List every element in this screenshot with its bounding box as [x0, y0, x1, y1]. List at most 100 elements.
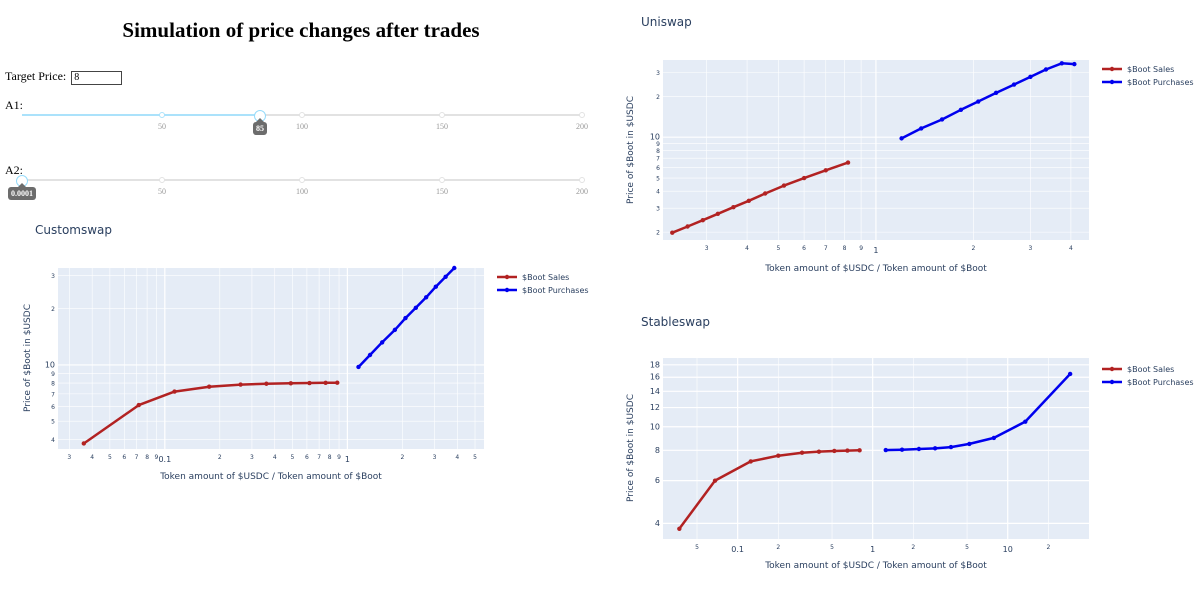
data-point[interactable]	[832, 448, 837, 454]
legend-label[interactable]: $Boot Purchases	[522, 286, 589, 295]
data-point[interactable]	[948, 444, 954, 450]
data-point[interactable]	[916, 446, 922, 452]
legend-label[interactable]: $Boot Purchases	[1127, 378, 1194, 387]
data-point[interactable]	[335, 380, 340, 385]
legend-marker[interactable]	[504, 274, 510, 280]
data-point[interactable]	[392, 327, 398, 333]
data-point[interactable]	[781, 183, 787, 188]
slider-mark-label[interactable]: 150	[436, 122, 448, 131]
data-point[interactable]	[670, 230, 675, 235]
data-point[interactable]	[845, 160, 851, 165]
data-point[interactable]	[746, 198, 752, 204]
legend-marker[interactable]	[1109, 366, 1115, 372]
data-point[interactable]	[700, 217, 706, 223]
data-point[interactable]	[238, 382, 243, 387]
data-point[interactable]	[1072, 61, 1077, 67]
data-point[interactable]	[919, 126, 924, 131]
data-point[interactable]	[443, 274, 448, 280]
legend-marker[interactable]	[504, 287, 510, 293]
data-point[interactable]	[452, 265, 457, 271]
data-point[interactable]	[799, 450, 805, 455]
slider-mark-dot[interactable]	[439, 177, 445, 183]
data-point[interactable]	[845, 448, 850, 453]
data-point[interactable]	[816, 449, 822, 454]
data-point[interactable]	[899, 447, 905, 452]
data-point[interactable]	[731, 205, 736, 210]
data-point[interactable]	[264, 381, 269, 386]
data-point[interactable]	[423, 295, 429, 300]
legend-label[interactable]: $Boot Sales	[1127, 365, 1174, 374]
data-point[interactable]	[991, 435, 997, 441]
legend-label[interactable]: $Boot Sales	[1127, 65, 1174, 74]
slider-mark-dot[interactable]	[159, 177, 165, 183]
data-point[interactable]	[685, 224, 690, 229]
plot-area[interactable]	[58, 268, 484, 449]
data-point[interactable]	[939, 117, 945, 122]
data-point[interactable]	[172, 389, 177, 394]
data-point[interactable]	[823, 168, 828, 173]
data-point[interactable]	[367, 352, 373, 358]
data-point[interactable]	[677, 526, 682, 532]
data-point[interactable]	[967, 441, 972, 447]
data-point[interactable]	[1059, 61, 1065, 66]
data-point[interactable]	[712, 478, 718, 483]
data-point[interactable]	[958, 107, 964, 113]
data-point[interactable]	[1023, 419, 1028, 424]
slider-mark-label[interactable]: 100	[296, 187, 308, 196]
plot-area[interactable]	[663, 358, 1089, 539]
data-point[interactable]	[1011, 82, 1017, 87]
legend-label[interactable]: $Boot Purchases	[1127, 78, 1194, 87]
data-point[interactable]	[379, 340, 385, 345]
target-price-input[interactable]	[71, 70, 123, 85]
slider-mark-label[interactable]: 50	[158, 122, 166, 131]
a1-slider[interactable]: 85 50 100 150 200	[22, 110, 588, 160]
data-point[interactable]	[801, 175, 807, 181]
legend-label[interactable]: $Boot Sales	[522, 273, 569, 282]
data-point[interactable]	[433, 284, 439, 289]
data-point[interactable]	[762, 191, 768, 196]
data-point[interactable]	[976, 99, 981, 104]
slider-mark-dot[interactable]	[579, 112, 585, 118]
data-point[interactable]	[288, 381, 294, 386]
legend-marker[interactable]	[1109, 66, 1115, 72]
series-line[interactable]	[357, 267, 456, 368]
series-line[interactable]	[83, 381, 338, 445]
data-point[interactable]	[307, 380, 312, 386]
data-point[interactable]	[206, 384, 212, 389]
slider-mark-label[interactable]: 100	[296, 122, 308, 131]
slider-mark-dot[interactable]	[299, 177, 305, 183]
data-point[interactable]	[1043, 67, 1049, 72]
data-point[interactable]	[857, 448, 862, 453]
slider-mark-dot[interactable]	[159, 112, 165, 118]
data-point[interactable]	[883, 447, 888, 453]
legend-marker[interactable]	[1109, 379, 1115, 385]
legend-marker[interactable]	[1109, 79, 1115, 85]
data-point[interactable]	[136, 402, 141, 408]
data-point[interactable]	[1067, 371, 1073, 377]
data-point[interactable]	[403, 315, 408, 321]
data-point[interactable]	[776, 453, 781, 458]
data-point[interactable]	[413, 305, 419, 311]
data-point[interactable]	[1028, 74, 1033, 80]
data-point[interactable]	[323, 380, 328, 386]
slider-mark-dot[interactable]	[439, 112, 445, 118]
chart-title: Stableswap	[641, 315, 710, 329]
data-point[interactable]	[932, 446, 938, 451]
slider-mark-dot[interactable]	[579, 177, 585, 183]
y-tick-label: 2	[656, 230, 660, 237]
data-point[interactable]	[899, 136, 904, 141]
data-point[interactable]	[993, 90, 999, 96]
slider-mark-label[interactable]: 50	[158, 187, 166, 196]
slider-mark-dot[interactable]	[299, 112, 305, 118]
a2-slider[interactable]: 0.0001 50 100 150 200	[8, 175, 588, 225]
slider-mark-label[interactable]: 200	[576, 122, 588, 131]
slider-mark-label[interactable]: 200	[576, 187, 588, 196]
data-point[interactable]	[81, 441, 87, 446]
slider-mark-label[interactable]: 150	[436, 187, 448, 196]
data-point[interactable]	[356, 364, 361, 370]
data-point[interactable]	[748, 459, 753, 464]
data-point[interactable]	[715, 211, 721, 216]
